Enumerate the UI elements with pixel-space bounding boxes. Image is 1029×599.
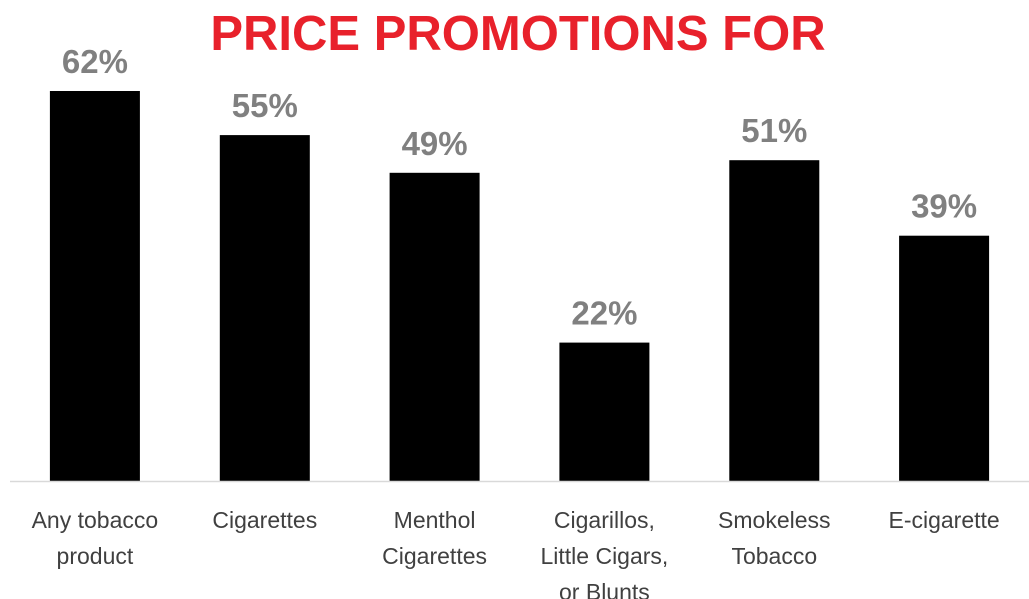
x-tick-label-line: Cigarillos, xyxy=(554,507,655,533)
data-label-0: 62% xyxy=(62,43,128,80)
x-tick-label-3: Cigarillos, Little Cigars, or Blunts xyxy=(540,507,668,599)
x-tick-label-line: Cigarettes xyxy=(212,507,317,533)
x-tick-label-5: E-cigarette xyxy=(888,507,999,533)
x-tick-label-line: Tobacco xyxy=(731,543,817,569)
x-tick-label-line: Cigarettes xyxy=(382,543,487,569)
x-tick-label-4: Smokeless Tobacco xyxy=(718,507,830,569)
x-tick-label-1: Cigarettes xyxy=(212,507,317,533)
bar-0 xyxy=(49,91,140,481)
x-tick-label-line: E-cigarette xyxy=(888,507,999,533)
data-label-5: 39% xyxy=(911,188,977,225)
data-label-3: 22% xyxy=(571,295,637,332)
bar-4 xyxy=(729,160,820,481)
x-tick-label-line: Little Cigars, xyxy=(540,543,668,569)
bars-layer xyxy=(49,91,990,482)
bar-1 xyxy=(219,135,310,481)
bar-5 xyxy=(899,235,990,481)
data-label-1: 55% xyxy=(232,87,298,124)
x-tick-label-line: Menthol xyxy=(394,507,476,533)
bar-2 xyxy=(389,172,480,482)
x-tick-label-line: product xyxy=(57,543,134,569)
x-tick-label-2: Menthol Cigarettes xyxy=(382,507,487,569)
x-tick-label-line: Smokeless xyxy=(718,507,830,533)
bar-3 xyxy=(559,342,650,481)
chart-title: PRICE PROMOTIONS FOR xyxy=(210,7,825,61)
data-label-4: 51% xyxy=(741,112,807,149)
x-tick-label-0: Any tobacco product xyxy=(32,507,159,569)
x-tick-label-line: or Blunts xyxy=(559,579,650,599)
x-tick-label-line: Any tobacco xyxy=(32,507,159,533)
data-label-2: 49% xyxy=(402,125,468,162)
data-labels-layer: 62% 55% 49% 22% 51% 39% xyxy=(62,43,977,332)
x-tick-labels-layer: Any tobacco product Cigarettes Menthol Cigar… xyxy=(32,507,1000,599)
